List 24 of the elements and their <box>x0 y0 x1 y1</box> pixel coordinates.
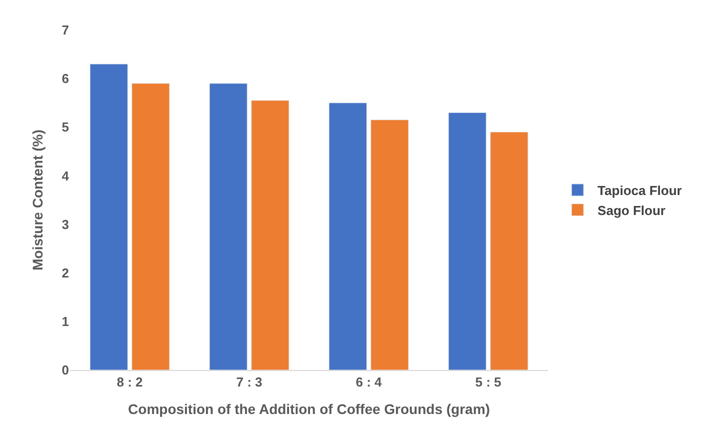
y-tick-label: 3 <box>62 216 69 232</box>
bar <box>328 102 367 370</box>
bar <box>132 83 170 370</box>
legend-label: Tapioca Flour <box>598 183 682 198</box>
bar <box>448 112 486 370</box>
x-tick-label: 6 : 4 <box>356 374 383 390</box>
bar <box>370 120 409 370</box>
y-tick-label: 1 <box>62 314 69 329</box>
bar <box>490 132 528 370</box>
y-tick-label: 5 <box>62 120 69 135</box>
x-tick-label: 7 : 3 <box>236 374 262 390</box>
y-tick-label: 2 <box>62 265 69 280</box>
y-axis-title: Moisture Content (%) <box>29 130 46 270</box>
bar <box>209 83 248 370</box>
x-axis-title: Composition of the Addition of Coffee Grounds (gram) <box>128 400 490 417</box>
bar <box>251 100 290 370</box>
y-tick-label: 0 <box>62 362 69 378</box>
bar <box>90 64 128 370</box>
y-tick-label: 4 <box>62 168 70 184</box>
y-tick-label: 6 <box>62 71 69 86</box>
x-tick-label: 5 : 5 <box>475 374 502 390</box>
y-tick-label: 7 <box>62 22 69 38</box>
legend-label: Sago Flour <box>598 202 666 218</box>
x-tick-label: 8 : 2 <box>116 374 143 390</box>
